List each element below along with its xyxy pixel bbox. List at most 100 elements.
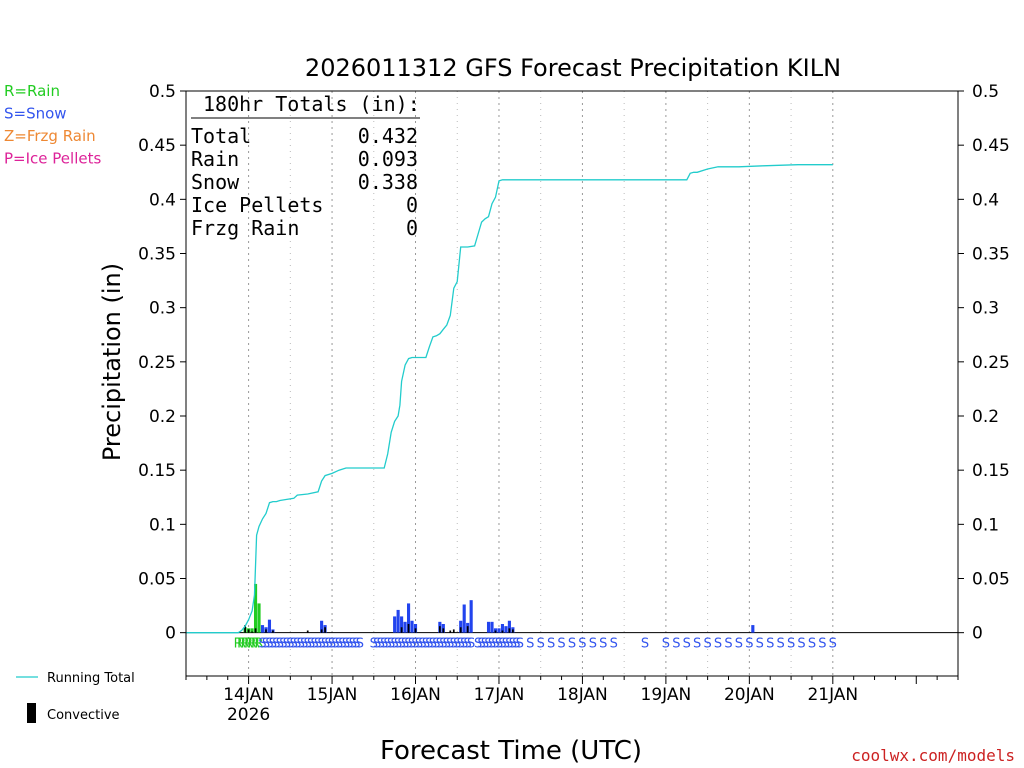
type-letter: S (484, 637, 492, 652)
type-letter: R (241, 637, 250, 652)
type-letter: S (397, 637, 405, 652)
y-tick-label-left: 0.35 (138, 245, 176, 265)
y-tick-label-left: 0.4 (149, 190, 176, 210)
type-letter: S (568, 637, 576, 652)
type-letter: S (404, 637, 412, 652)
y-tick-label-right: 0.3 (972, 299, 999, 319)
type-letter: S (387, 637, 395, 652)
type-letter: S (265, 637, 273, 652)
type-letter: S (481, 637, 489, 652)
x-tick-label: 14JAN (223, 685, 274, 705)
y-tick-label-left: 0.5 (149, 82, 176, 102)
rain-bar (257, 603, 261, 633)
type-letter: S (818, 637, 826, 652)
type-letter: S (797, 637, 805, 652)
type-letter: S (724, 637, 732, 652)
type-letter: S (683, 637, 691, 652)
type-letter: S (474, 637, 482, 652)
type-letter: S (422, 637, 430, 652)
type-letter: S (498, 637, 506, 652)
y-tick-label-left: 0 (165, 624, 176, 644)
totals-row-label: Total (191, 124, 251, 148)
convective-legend-swatch (27, 703, 36, 723)
type-letter: S (662, 637, 670, 652)
y-tick-label-right: 0.35 (972, 245, 1010, 265)
snow-bar (507, 620, 511, 633)
type-letter: S (429, 637, 437, 652)
snow-bar (393, 616, 397, 633)
type-letter: S (418, 637, 426, 652)
convective-bar (494, 630, 497, 633)
type-letter: S (516, 637, 524, 652)
type-letter: S (766, 637, 774, 652)
snow-bar (267, 619, 272, 633)
type-letter: S (777, 637, 785, 652)
rain-bar (250, 628, 254, 633)
type-letter: S (283, 637, 291, 652)
y-tick-label-left: 0.1 (149, 515, 176, 535)
snow-bar (500, 624, 505, 633)
type-letter: S (408, 637, 416, 652)
snow-bar (396, 609, 400, 633)
snow-bar (486, 621, 491, 633)
type-letter: S (537, 637, 545, 652)
type-letter: S (314, 637, 322, 652)
y-tick-label-right: 0.1 (972, 515, 999, 535)
type-letter: S (436, 637, 444, 652)
convective-bar (265, 629, 267, 633)
type-letter: S (787, 637, 795, 652)
convective-bar (452, 629, 455, 633)
convective-bar (306, 630, 309, 633)
snow-bar (320, 620, 324, 633)
y-tick-label-right: 0.2 (972, 407, 999, 427)
series-legend: Running Total Convective (16, 671, 135, 723)
type-letter: S (377, 637, 385, 652)
type-letter: R (255, 637, 264, 652)
y-tick-label-right: 0.15 (972, 461, 1010, 481)
convective-bar (459, 627, 462, 633)
type-letter: S (425, 637, 433, 652)
type-letter: S (756, 637, 764, 652)
y-tick-label-left: 0.25 (138, 353, 176, 373)
type-letter: S (276, 637, 284, 652)
chart-title: 2026011312 GFS Forecast Precipitation KI… (305, 54, 841, 82)
type-letter: R (237, 637, 246, 652)
type-letter: S (335, 637, 343, 652)
y-tick-label-right: 0.45 (972, 136, 1010, 156)
type-letter: S (286, 637, 294, 652)
type-letter: S (370, 637, 378, 652)
y-tick-label-right: 0.5 (972, 82, 999, 102)
totals-header: 180hr Totals (in): (203, 92, 420, 116)
type-legend-item: P=Ice Pellets (4, 150, 101, 168)
type-letter: S (464, 637, 472, 652)
type-letter: S (505, 637, 513, 652)
type-letter: S (714, 637, 722, 652)
type-letter: R (244, 637, 253, 652)
snow-bar (400, 616, 404, 633)
snow-bar (462, 604, 466, 633)
convective-bar (438, 626, 441, 633)
snow-bar (459, 620, 463, 633)
type-letter: S (509, 637, 517, 652)
convective-bar (449, 630, 452, 633)
snow-bar (504, 626, 508, 633)
type-letter: S (578, 637, 586, 652)
convective-bar (501, 630, 504, 633)
type-letter: S (411, 637, 419, 652)
y-tick-label-right: 0.25 (972, 353, 1010, 373)
totals-box: 180hr Totals (in): Total 0.432 Rain 0.093 Sn… (191, 92, 420, 240)
type-letter: S (599, 637, 607, 652)
x-tick-label: 17JAN (474, 685, 525, 705)
type-letter: S (693, 637, 701, 652)
type-letter: S (380, 637, 388, 652)
totals-row-value: 0.432 (358, 124, 418, 148)
type-letter: S (391, 637, 399, 652)
snow-bar (751, 625, 755, 633)
y-tick-label-left: 0.05 (138, 570, 176, 590)
y-tick-label-right: 0.4 (972, 190, 999, 210)
type-letter: S (272, 637, 280, 652)
convective-bar (254, 628, 257, 633)
type-letter: S (331, 637, 339, 652)
